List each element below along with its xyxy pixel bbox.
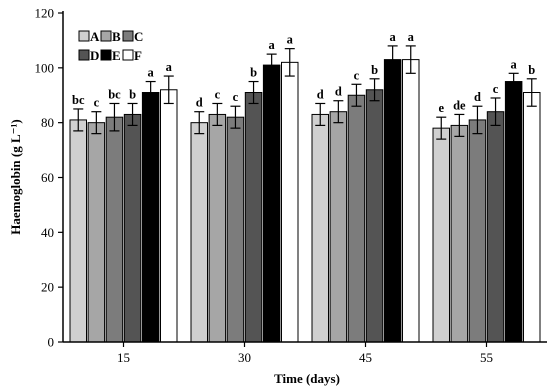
- bar-C-15: [105, 116, 124, 343]
- significance-label-F-30: a: [287, 33, 294, 47]
- y-tick-label-40: 40: [41, 225, 54, 240]
- significance-label-B-55: de: [453, 98, 466, 112]
- legend-label-A: A: [90, 29, 100, 44]
- bar-D-55: [486, 111, 505, 343]
- significance-label-E-30: a: [269, 38, 276, 52]
- legend-label-C: C: [134, 29, 143, 44]
- significance-label-C-45: c: [354, 68, 360, 82]
- bar-F-45: [402, 59, 420, 343]
- significance-label-C-15: bc: [108, 87, 121, 101]
- bar-A-15: [69, 119, 87, 343]
- x-tick-label-55: 55: [480, 350, 493, 365]
- y-tick-label-100: 100: [35, 60, 55, 75]
- legend-label-E: E: [112, 48, 121, 63]
- legend-label-F: F: [134, 48, 142, 63]
- significance-label-D-15: b: [129, 87, 136, 101]
- bar-A-45: [311, 113, 329, 343]
- bar-A-55: [432, 127, 450, 343]
- bar-C-45: [347, 94, 366, 343]
- bar-C-55: [468, 119, 487, 343]
- significance-label-C-30: c: [233, 90, 239, 104]
- bar-B-15: [87, 122, 106, 343]
- bar-C-30: [226, 116, 245, 343]
- x-tick-label-45: 45: [359, 350, 372, 365]
- significance-label-A-55: e: [438, 101, 444, 115]
- significance-label-D-45: b: [371, 63, 378, 77]
- y-tick-label-120: 120: [35, 6, 55, 21]
- significance-label-E-45: a: [390, 30, 397, 44]
- significance-label-A-30: d: [196, 96, 203, 110]
- y-tick-label-20: 20: [41, 280, 54, 295]
- significance-label-D-55: c: [493, 82, 499, 96]
- legend-label-D: D: [90, 48, 99, 63]
- legend-swatch-D: [78, 49, 90, 61]
- bar-D-30: [244, 92, 263, 343]
- legend-swatch-C: [122, 30, 134, 42]
- x-tick-label-15: 15: [117, 350, 130, 365]
- bar-E-15: [141, 92, 160, 343]
- bar-B-55: [450, 124, 469, 343]
- significance-label-B-45: d: [335, 85, 342, 99]
- y-tick-label-60: 60: [41, 170, 54, 185]
- significance-label-D-30: b: [250, 66, 257, 80]
- bar-A-30: [190, 122, 208, 343]
- bar-B-45: [329, 111, 348, 343]
- significance-label-F-55: b: [528, 63, 535, 77]
- bar-F-55: [523, 92, 541, 343]
- y-axis-title: Haemoglobin (g L⁻¹): [8, 119, 23, 234]
- x-axis-title: Time (days): [274, 371, 340, 386]
- legend-label-B: B: [112, 29, 121, 44]
- bar-E-55: [504, 81, 523, 343]
- significance-label-B-30: c: [215, 87, 221, 101]
- significance-label-E-15: a: [148, 66, 155, 80]
- significance-label-F-45: a: [408, 30, 415, 44]
- legend-swatch-F: [122, 49, 134, 61]
- bar-F-15: [160, 89, 178, 343]
- significance-label-E-55: a: [511, 57, 518, 71]
- axes-layer: 15 30 45 55 0 20 40 60 80 100 120: [35, 6, 547, 365]
- significance-label-B-15: c: [94, 96, 100, 110]
- significance-label-C-55: d: [474, 90, 481, 104]
- legend-swatch-B: [100, 30, 112, 42]
- bar-F-30: [281, 61, 299, 343]
- y-tick-label-80: 80: [41, 115, 54, 130]
- legend: A B C D E F: [78, 29, 143, 63]
- legend-swatch-E: [100, 49, 112, 61]
- significance-label-A-15: bc: [72, 93, 85, 107]
- legend-swatch-A: [78, 30, 90, 42]
- x-tick-label-30: 30: [238, 350, 251, 365]
- significance-label-F-15: a: [166, 60, 173, 74]
- bar-D-45: [365, 89, 384, 343]
- significance-label-A-45: d: [317, 87, 324, 101]
- bar-B-30: [208, 113, 227, 343]
- bar-D-15: [123, 113, 142, 343]
- bar-E-30: [262, 64, 281, 343]
- y-tick-label-0: 0: [48, 335, 55, 350]
- bar-E-45: [383, 59, 402, 343]
